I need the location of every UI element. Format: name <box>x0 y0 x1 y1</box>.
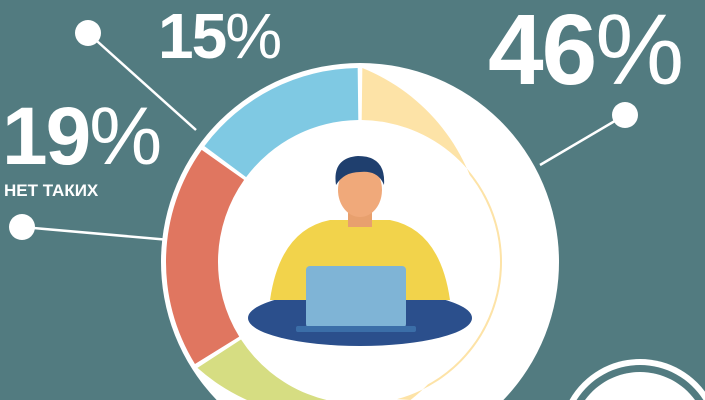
label-46: 46% <box>488 0 684 100</box>
value-15: 15 <box>158 0 227 72</box>
donut-slice-15pct <box>204 68 359 178</box>
leader-line-15 <box>87 32 197 131</box>
leader-dot-19 <box>9 214 35 240</box>
value-46: 46 <box>488 0 597 106</box>
person-hair <box>335 156 385 185</box>
decorative-circle-fill <box>585 372 695 400</box>
percent-sign: % <box>225 0 282 72</box>
leader-dot-46 <box>612 102 638 128</box>
leader-line-19 <box>21 225 171 242</box>
laptop-base <box>296 326 416 332</box>
leader-line-46 <box>539 113 626 167</box>
leader-dot-15 <box>75 20 101 46</box>
caption-19: НЕТ ТАКИХ <box>4 181 99 200</box>
label-19: 19% <box>2 96 162 178</box>
donut-slice-19pct <box>166 149 245 364</box>
person-face <box>338 163 382 217</box>
donut-slice-46pct <box>361 68 503 400</box>
label-15: 15% <box>158 4 282 68</box>
donut-slice-unlabeled <box>197 339 406 400</box>
value-19: 19 <box>2 91 91 182</box>
percent-sign: % <box>595 0 684 106</box>
percent-sign: % <box>89 91 162 182</box>
laptop-icon <box>306 266 406 328</box>
